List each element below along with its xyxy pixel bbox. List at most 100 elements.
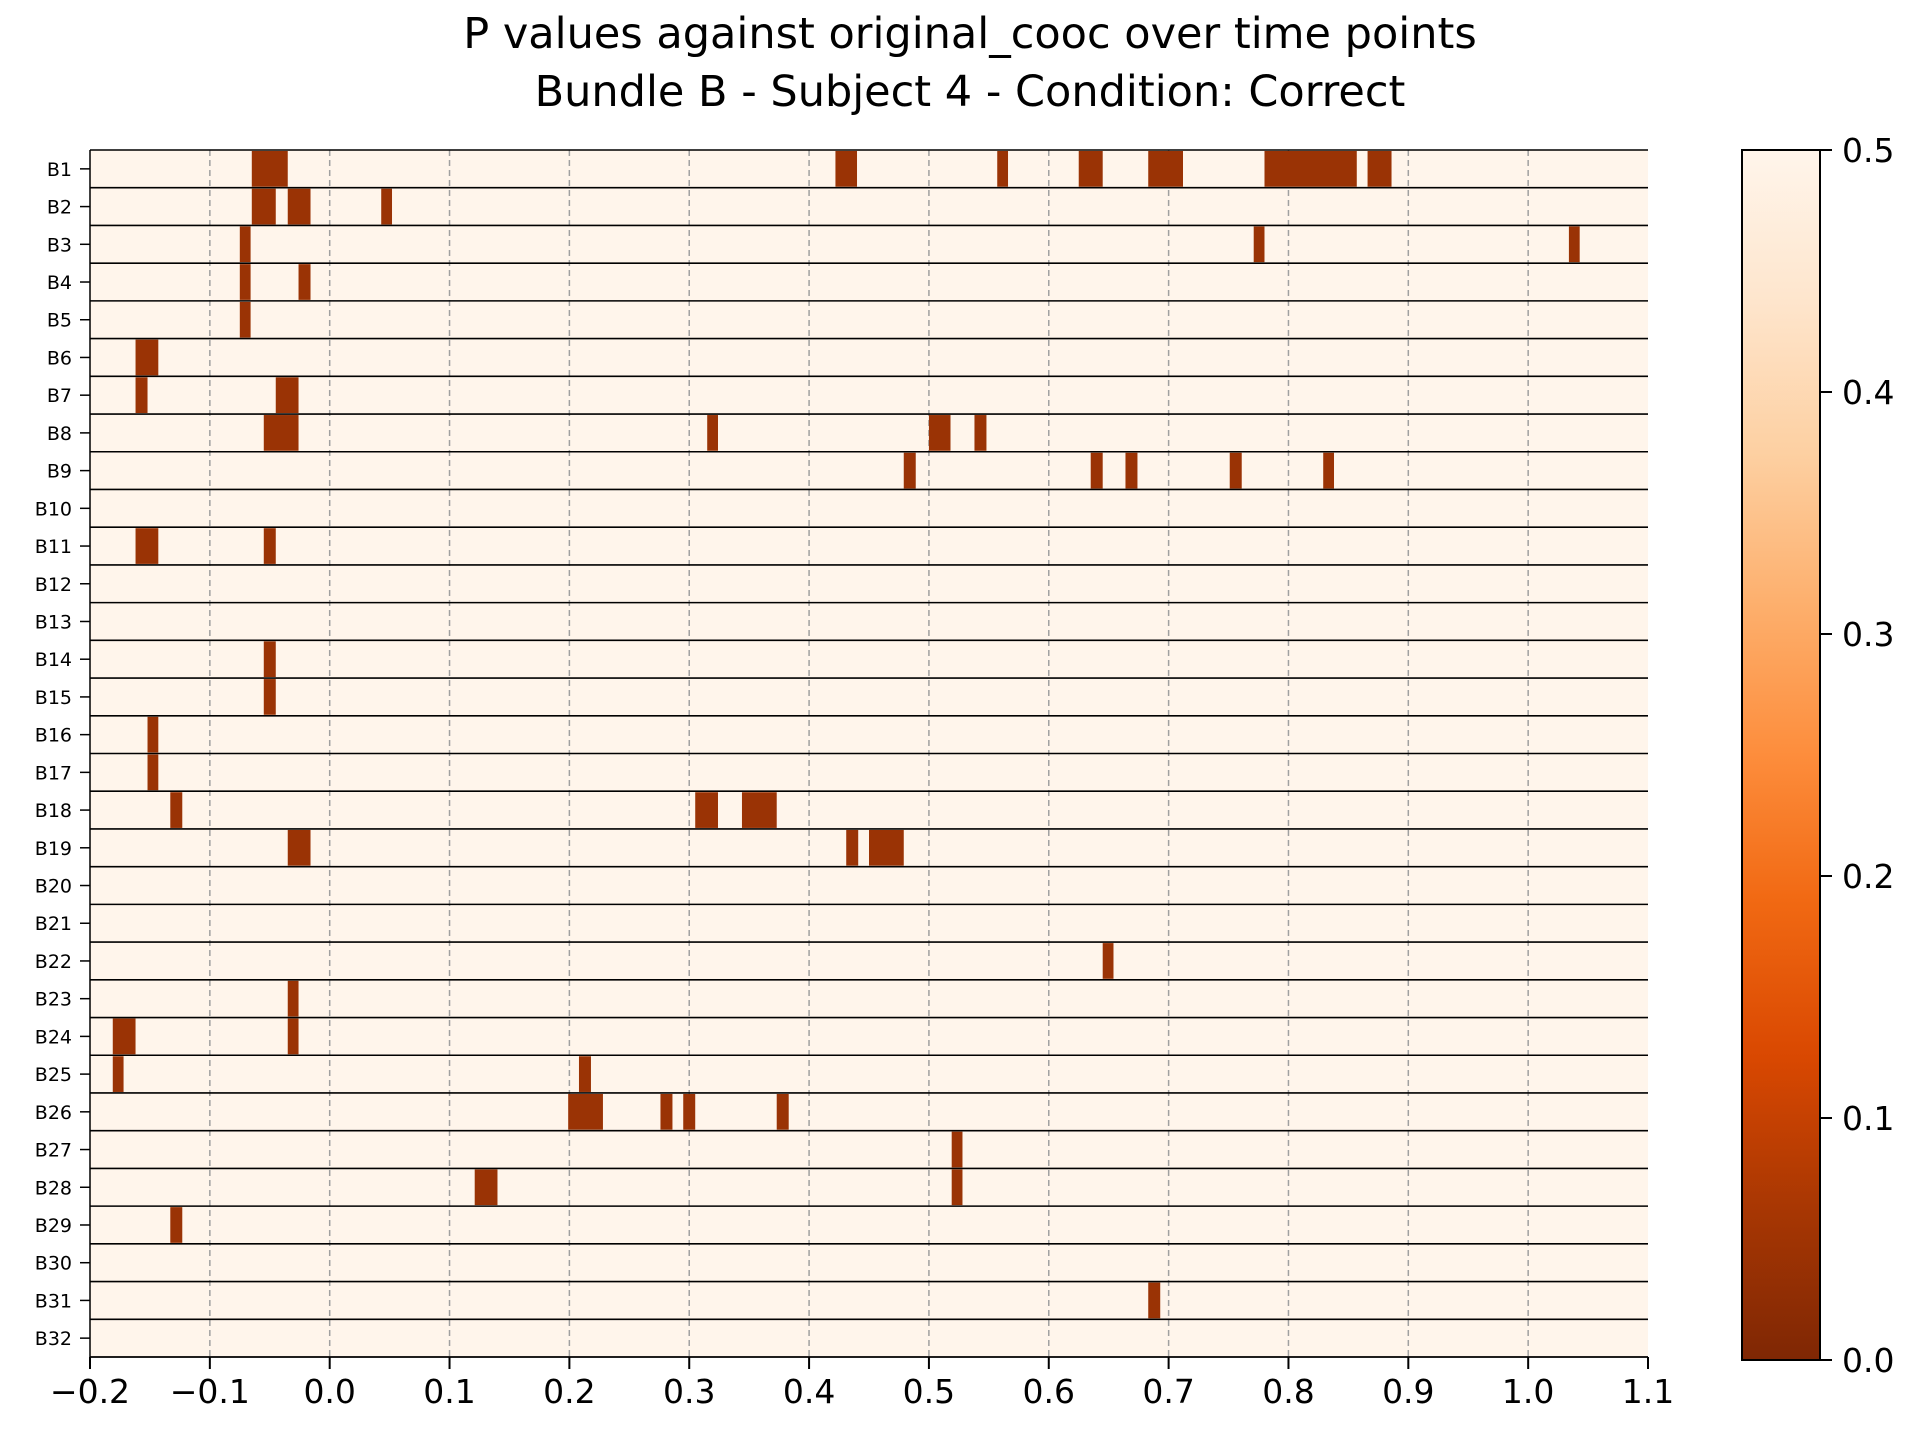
y-tick-label: B18 (35, 800, 72, 822)
y-tick-label: B30 (35, 1253, 72, 1275)
significant-cell (112, 1018, 136, 1055)
x-tick-label: 0.3 (663, 1372, 715, 1411)
significant-cell (1568, 226, 1580, 263)
significant-cell (239, 264, 251, 300)
significant-cell (263, 528, 276, 564)
y-tick-label: B2 (47, 197, 72, 219)
colorbar-tick-label: 0.4 (1842, 373, 1894, 412)
significant-cell (381, 188, 393, 225)
y-tick-label: B24 (35, 1026, 72, 1048)
y-tick-label: B31 (35, 1290, 72, 1312)
heatmap-plot-area: B1 B2 B3 B4 B5 B6 B7 B8 B9 B10 B11 B12 B13 B14 B15 B16 B… (35, 149, 1674, 1411)
colorbar-tick-label: 0.2 (1842, 857, 1894, 896)
colorbar-tick-label: 0.5 (1842, 131, 1894, 170)
significant-cell (251, 151, 288, 187)
significant-cell (275, 377, 299, 414)
colorbar-tick-label: 0.0 (1842, 1341, 1894, 1380)
significant-cell (239, 226, 251, 263)
chart-title: P values against original_cooc over time… (463, 9, 1476, 59)
significant-cell (776, 1093, 789, 1130)
x-tick-label: 0.5 (903, 1372, 955, 1411)
significant-cell (147, 754, 159, 791)
significant-cell (263, 415, 299, 451)
significant-cell (578, 1056, 591, 1092)
significant-cell (135, 339, 159, 376)
x-tick-label: 0.4 (783, 1372, 835, 1411)
x-tick-label: 0.0 (303, 1372, 355, 1411)
significant-cell (683, 1093, 696, 1130)
x-tick-label: 0.6 (1023, 1372, 1075, 1411)
significant-cell (1264, 151, 1357, 187)
x-tick-label: 0.9 (1382, 1372, 1434, 1411)
significant-cell (974, 415, 987, 451)
x-tick-label: −0.1 (170, 1372, 250, 1411)
colorbar-tick-label: 0.1 (1842, 1099, 1894, 1138)
significant-cell (112, 1056, 124, 1092)
significant-cell (147, 716, 159, 753)
y-tick-label: B26 (35, 1102, 72, 1124)
y-tick-label: B27 (35, 1140, 72, 1162)
significant-cell (170, 1207, 183, 1243)
significant-cell (903, 452, 916, 489)
y-tick-label: B28 (35, 1177, 72, 1199)
significant-cell (474, 1169, 498, 1206)
significant-cell (135, 377, 148, 414)
significant-cell (928, 415, 951, 451)
significant-cell (997, 151, 1009, 187)
y-tick-label: B22 (35, 951, 72, 973)
significant-cell (951, 1131, 963, 1168)
y-tick-label: B15 (35, 687, 72, 709)
y-tick-label: B11 (35, 536, 72, 558)
y-tick-label: B25 (35, 1064, 72, 1086)
significant-cell (251, 188, 276, 225)
x-tick-label: 0.8 (1262, 1372, 1314, 1411)
y-tick-label: B9 (47, 461, 72, 483)
significant-cell (1253, 226, 1265, 263)
significant-cell (869, 829, 904, 866)
significant-cell (287, 980, 299, 1017)
significant-cell (1102, 943, 1114, 979)
y-tick-label: B29 (35, 1215, 72, 1237)
significant-cell (287, 188, 311, 225)
significant-cell (1090, 452, 1103, 489)
y-tick-label: B6 (47, 347, 72, 369)
y-tick-label: B10 (35, 498, 72, 520)
y-tick-label: B32 (35, 1328, 72, 1350)
significant-cell (568, 1093, 603, 1130)
significant-cell (1125, 452, 1138, 489)
x-tick-label: 1.0 (1502, 1372, 1554, 1411)
significant-cell (1148, 151, 1183, 187)
significant-cell (239, 301, 251, 338)
y-tick-label: B4 (47, 272, 72, 294)
significant-cell (298, 264, 311, 300)
significant-cell (287, 1018, 299, 1055)
significant-cell (707, 415, 718, 451)
significant-cell (1229, 452, 1242, 489)
significant-cell (263, 641, 276, 678)
y-tick-label: B7 (47, 385, 72, 407)
y-tick-label: B21 (35, 913, 72, 935)
significant-cell (846, 829, 859, 866)
y-tick-label: B17 (35, 762, 72, 784)
significant-cell (1367, 151, 1392, 187)
y-tick-label: B19 (35, 838, 72, 860)
significant-cell (741, 792, 777, 828)
significant-cell (1078, 151, 1103, 187)
significant-cell (170, 792, 183, 828)
significant-cell (263, 679, 276, 715)
colorbar-tick-label: 0.3 (1842, 615, 1894, 654)
y-tick-label: B3 (47, 234, 72, 256)
colorbar-gradient (1741, 149, 1821, 1361)
x-tick-label: 1.1 (1622, 1372, 1674, 1411)
significant-cell (287, 829, 311, 866)
significant-cell (695, 792, 718, 828)
significant-cell (1148, 1282, 1161, 1319)
y-tick-label: B16 (35, 725, 72, 747)
y-tick-label: B14 (35, 649, 72, 671)
significant-cell (135, 528, 159, 564)
significant-cell (1323, 452, 1335, 489)
y-tick-label: B12 (35, 574, 72, 596)
y-tick-label: B8 (47, 423, 72, 445)
chart-subtitle: Bundle B - Subject 4 - Condition: Correc… (535, 67, 1406, 117)
